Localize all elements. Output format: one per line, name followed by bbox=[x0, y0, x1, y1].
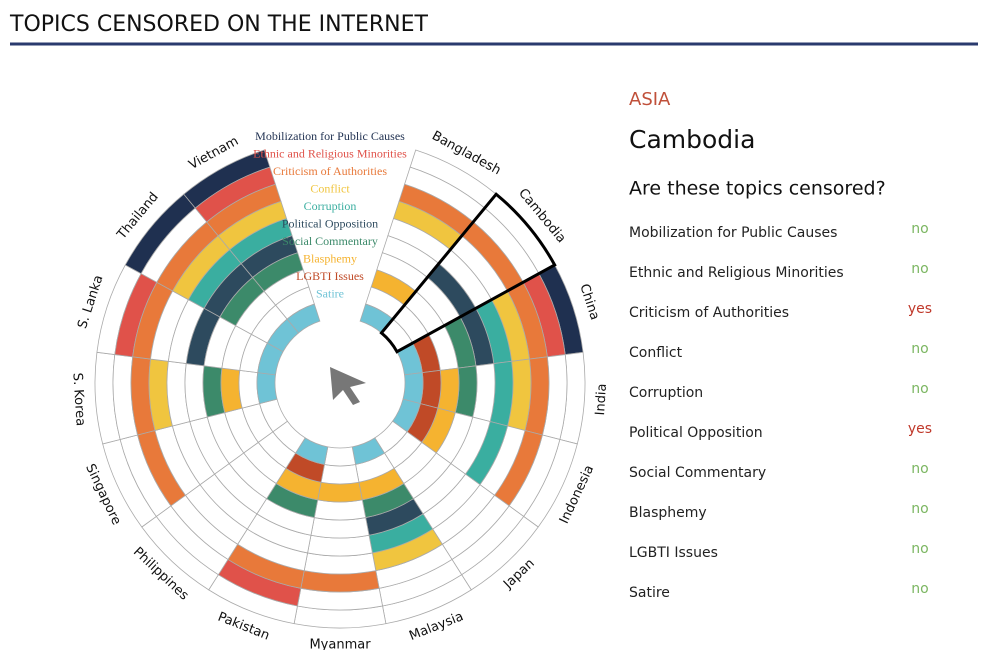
country-name: Cambodia bbox=[629, 125, 755, 154]
topic-answer: no bbox=[911, 341, 928, 357]
cell[interactable] bbox=[313, 499, 367, 521]
cell[interactable] bbox=[286, 303, 321, 334]
topic-answer: no bbox=[911, 221, 928, 237]
topic-list: Mobilization for Public Causes no Ethnic a… bbox=[629, 221, 932, 601]
cursor-icon bbox=[330, 367, 366, 405]
legend-entry: Satire bbox=[316, 286, 344, 300]
legend-entry: Criticism of Authorities bbox=[273, 164, 387, 178]
topic-name: Corruption bbox=[629, 385, 703, 401]
cell[interactable] bbox=[310, 517, 370, 539]
topic-name: Criticism of Authorities bbox=[629, 305, 789, 321]
country-label[interactable]: Myanmar bbox=[309, 638, 371, 653]
topic-answer: no bbox=[911, 261, 928, 277]
country-label[interactable]: S. Lanka bbox=[75, 273, 106, 330]
topic-answer: no bbox=[911, 381, 928, 397]
topic-answer: yes bbox=[908, 421, 932, 437]
cell[interactable] bbox=[402, 372, 424, 405]
page-title: TOPICS CENSORED ON THE INTERNET bbox=[9, 12, 429, 37]
topic-name: Mobilization for Public Causes bbox=[629, 225, 837, 241]
topic-name: Satire bbox=[629, 585, 670, 601]
topic-name: Blasphemy bbox=[629, 505, 707, 521]
cell[interactable] bbox=[320, 464, 360, 485]
legend-entry: Mobilization for Public Causes bbox=[255, 129, 405, 143]
topic-name: Social Commentary bbox=[629, 465, 766, 481]
legend-entry: Conflict bbox=[310, 181, 350, 195]
topic-name: Ethnic and Religious Minorities bbox=[629, 265, 844, 281]
cell[interactable] bbox=[238, 369, 261, 409]
cell[interactable] bbox=[323, 446, 357, 467]
cell[interactable] bbox=[256, 372, 278, 405]
topic-name: Conflict bbox=[629, 345, 683, 361]
legend-entry: LGBTI Issues bbox=[296, 269, 364, 283]
legend-entry: Social Commentary bbox=[282, 234, 378, 248]
topic-answer: yes bbox=[908, 301, 932, 317]
question: Are these topics censored? bbox=[629, 178, 886, 200]
cell[interactable] bbox=[317, 481, 363, 503]
selected-outline bbox=[379, 192, 557, 354]
topic-answer: no bbox=[911, 541, 928, 557]
cell[interactable] bbox=[419, 369, 442, 409]
country-label[interactable]: India bbox=[593, 383, 610, 416]
region: ASIA bbox=[629, 89, 671, 110]
legend-entry: Corruption bbox=[304, 199, 357, 213]
country-label[interactable]: S. Korea bbox=[69, 372, 87, 426]
topic-name: LGBTI Issues bbox=[629, 545, 718, 561]
topic-answer: no bbox=[911, 581, 928, 597]
legend-entry: Political Opposition bbox=[282, 216, 378, 230]
legend-entry: Blasphemy bbox=[303, 251, 357, 265]
topic-answer: no bbox=[911, 461, 928, 477]
topic-answer: no bbox=[911, 501, 928, 517]
topic-name: Political Opposition bbox=[629, 425, 763, 441]
country-label[interactable]: China bbox=[576, 282, 602, 322]
legend-entry: Ethnic and Religious Minorities bbox=[253, 146, 407, 160]
